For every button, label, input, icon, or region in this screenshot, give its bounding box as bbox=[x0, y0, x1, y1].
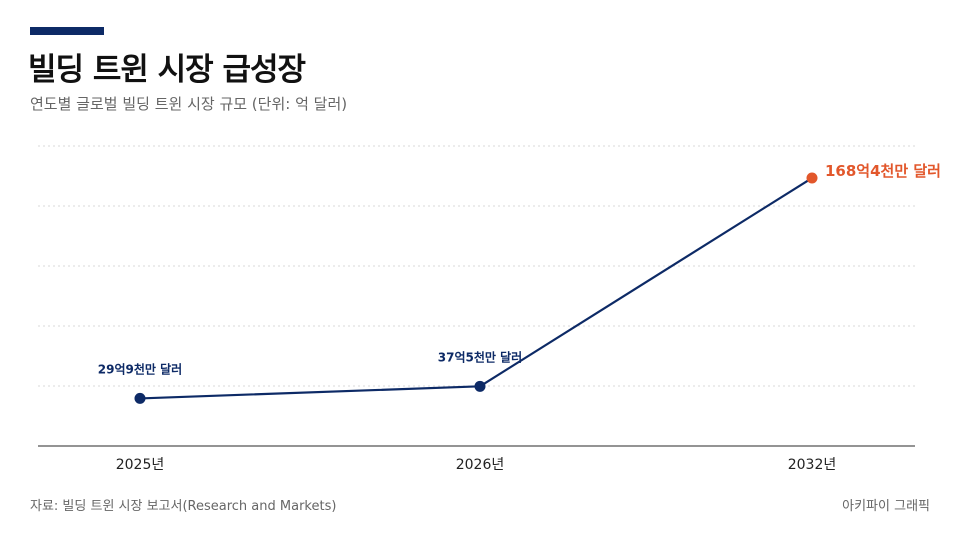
x-tick-label: 2025년 bbox=[116, 457, 165, 473]
source-note: 자료: 빌딩 트윈 시장 보고서(Research and Markets) bbox=[30, 499, 337, 514]
data-label: 29억9천만 달러 bbox=[98, 361, 182, 376]
data-point-highlight bbox=[806, 172, 818, 184]
chart-title: 빌딩 트윈 시장 급성장 bbox=[28, 52, 306, 88]
series-line bbox=[139, 177, 813, 400]
data-labels: 29억9천만 달러 37억5천만 달러 168억4천만 달러 bbox=[98, 162, 941, 376]
chart-subtitle: 연도별 글로벌 빌딩 트윈 시장 규모 (단위: 억 달러) bbox=[30, 95, 348, 113]
data-point bbox=[134, 392, 146, 404]
series bbox=[134, 172, 818, 404]
gridlines bbox=[38, 145, 915, 387]
x-tick-label: 2026년 bbox=[456, 457, 505, 473]
x-tick-labels: 2025년 2026년 2032년 bbox=[116, 457, 837, 473]
credit-note: 아키파이 그래픽 bbox=[842, 499, 930, 514]
data-label: 37억5천만 달러 bbox=[438, 349, 522, 364]
accent-bar bbox=[30, 27, 104, 35]
data-point bbox=[474, 380, 486, 392]
data-label: 168억4천만 달러 bbox=[825, 162, 941, 180]
x-tick-label: 2032년 bbox=[788, 457, 837, 473]
